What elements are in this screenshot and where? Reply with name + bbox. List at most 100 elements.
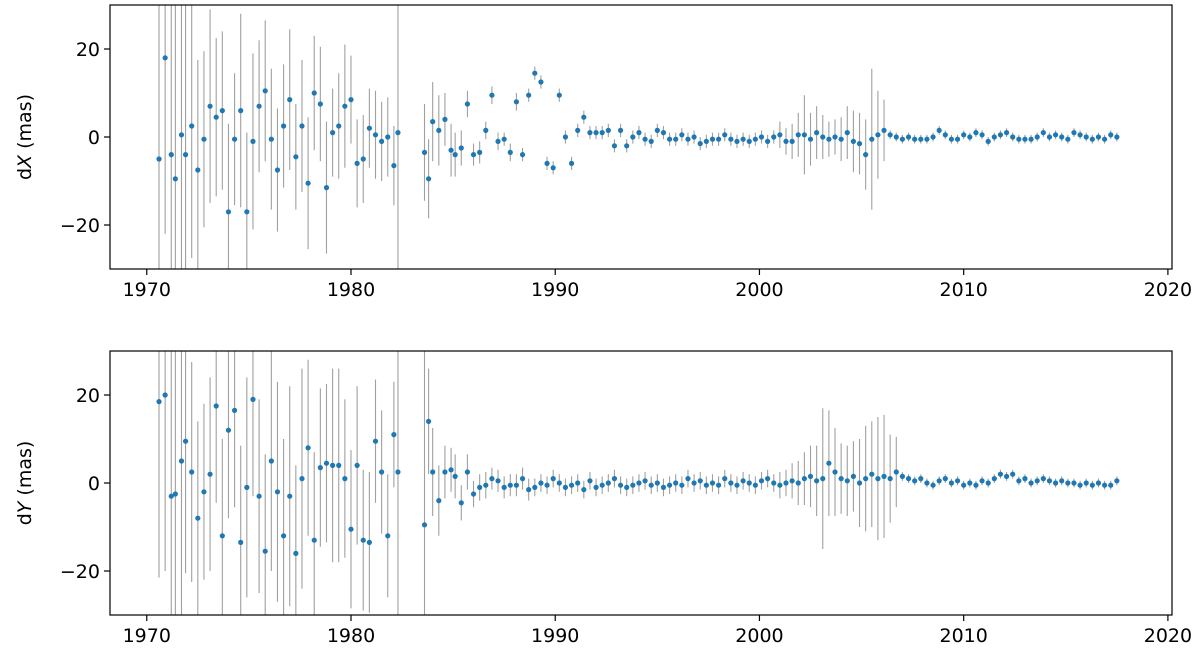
- data-point: [1083, 480, 1089, 486]
- data-point: [1071, 480, 1077, 486]
- data-point: [1010, 134, 1016, 140]
- data-point: [532, 484, 538, 490]
- y-tick-label: 20: [76, 385, 100, 407]
- y-tick-label: 0: [88, 127, 100, 149]
- data-point: [336, 123, 342, 129]
- x-tick-label: 2010: [940, 279, 988, 301]
- data-point: [293, 550, 299, 557]
- data-point: [250, 138, 256, 144]
- data-point: [426, 176, 432, 182]
- data-point: [262, 88, 268, 94]
- data-point: [1102, 136, 1108, 142]
- data-point: [287, 493, 293, 499]
- data-point: [593, 130, 599, 136]
- data-point: [172, 491, 178, 497]
- data-point: [789, 478, 795, 484]
- data-point: [801, 132, 807, 138]
- data-point: [771, 134, 777, 140]
- data-point: [709, 136, 716, 142]
- data-point: [182, 438, 189, 444]
- data-point: [1010, 471, 1016, 477]
- data-point: [354, 160, 360, 166]
- data-point: [1071, 130, 1077, 136]
- data-point: [875, 476, 881, 482]
- data-point: [973, 130, 979, 136]
- data-point: [746, 138, 752, 144]
- data-point: [985, 480, 991, 486]
- data-point: [477, 149, 483, 155]
- data-point: [1016, 478, 1022, 484]
- data-point: [360, 156, 366, 162]
- data-point: [930, 134, 936, 140]
- data-point: [838, 476, 844, 482]
- data-point: [666, 482, 673, 488]
- data-point: [342, 103, 348, 109]
- data-point: [483, 482, 489, 488]
- data-point: [168, 152, 174, 158]
- data-point: [526, 487, 532, 493]
- y-tick-label: 0: [88, 473, 100, 495]
- data-point: [844, 130, 850, 136]
- x-tick-label: 1970: [123, 625, 171, 647]
- data-point: [317, 465, 323, 471]
- data-point: [1095, 134, 1102, 140]
- data-point: [795, 132, 801, 138]
- data-point: [372, 438, 379, 444]
- data-point: [593, 484, 599, 490]
- data-point: [611, 476, 618, 482]
- data-point: [1083, 134, 1089, 140]
- data-point: [697, 141, 703, 147]
- data-point: [716, 136, 722, 142]
- data-point: [807, 473, 814, 479]
- data-point: [342, 476, 348, 482]
- data-point: [483, 127, 489, 133]
- data-point: [256, 493, 262, 499]
- data-point: [526, 92, 532, 98]
- data-point: [299, 476, 305, 482]
- data-point: [299, 123, 305, 129]
- data-point: [979, 478, 985, 484]
- data-point: [495, 138, 501, 144]
- data-point: [605, 127, 611, 133]
- data-point: [477, 484, 483, 490]
- data-point: [513, 482, 520, 488]
- data-point: [442, 116, 448, 122]
- data-point: [421, 522, 428, 528]
- data-point: [893, 469, 899, 475]
- data-point: [740, 136, 746, 142]
- data-point: [948, 136, 955, 142]
- data-point: [722, 132, 728, 138]
- data-point: [225, 209, 232, 215]
- data-point: [513, 99, 520, 105]
- data-point: [728, 480, 734, 486]
- data-point: [734, 482, 740, 488]
- data-point: [470, 491, 477, 497]
- data-point: [162, 392, 168, 398]
- data-point: [887, 132, 893, 138]
- data-point: [1059, 134, 1065, 140]
- data-point: [660, 130, 667, 136]
- data-point: [685, 136, 691, 142]
- data-point: [250, 396, 256, 402]
- data-point: [213, 114, 219, 120]
- data-point: [507, 149, 513, 155]
- data-point: [617, 127, 624, 133]
- data-point: [587, 478, 593, 484]
- data-point: [856, 141, 863, 147]
- data-point: [881, 127, 887, 133]
- data-point: [985, 138, 991, 144]
- data-point: [728, 136, 734, 142]
- data-point: [1065, 480, 1071, 486]
- data-point: [268, 458, 274, 464]
- data-point: [1040, 130, 1046, 136]
- data-point: [691, 480, 697, 486]
- data-point: [305, 180, 311, 186]
- data-point: [366, 125, 372, 131]
- data-point: [311, 90, 317, 96]
- data-point: [863, 152, 869, 158]
- data-point: [544, 482, 550, 488]
- data-point: [832, 469, 838, 475]
- data-point: [918, 476, 924, 482]
- data-point: [666, 136, 673, 142]
